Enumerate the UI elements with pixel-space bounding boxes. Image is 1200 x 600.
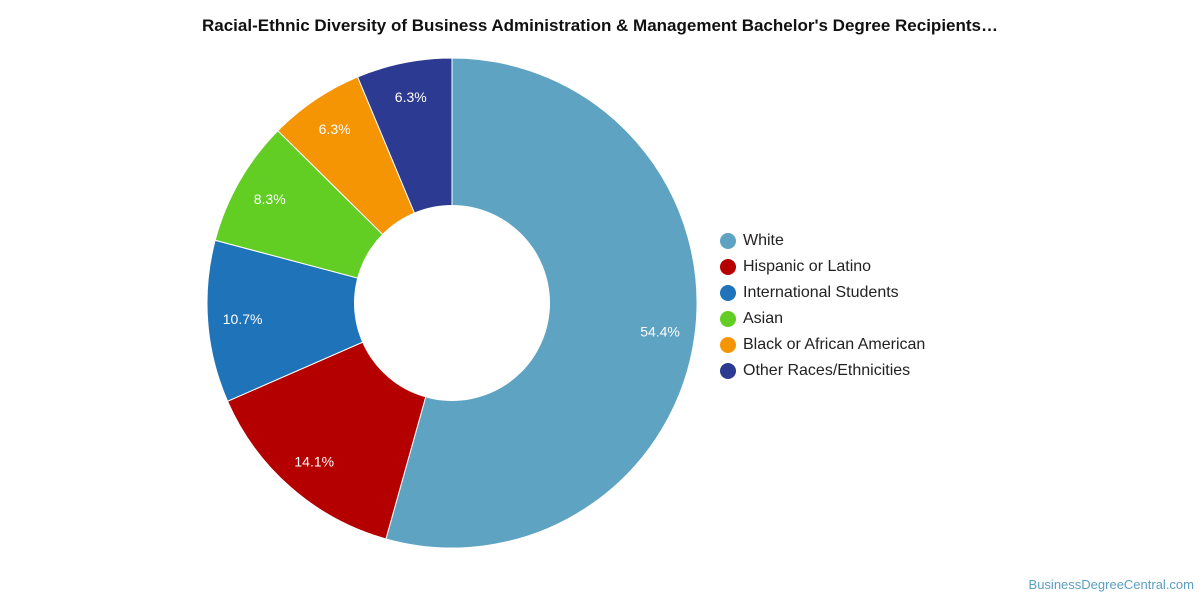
source-credit[interactable]: BusinessDegreeCentral.com (1028, 577, 1194, 592)
legend-item-hispanic-or-latino[interactable]: Hispanic or Latino (720, 254, 1020, 280)
legend-item-black-or-african-american[interactable]: Black or African American (720, 332, 1020, 358)
legend-item-other-races-ethnicities[interactable]: Other Races/Ethnicities (720, 358, 1020, 384)
legend-label: White (743, 232, 784, 249)
slice-value-label: 10.7% (223, 311, 263, 327)
legend-item-asian[interactable]: Asian (720, 306, 1020, 332)
legend-swatch (720, 337, 736, 353)
slice-value-label: 8.3% (254, 191, 286, 207)
slice-value-label: 14.1% (294, 453, 334, 469)
legend-label: Hispanic or Latino (743, 258, 872, 275)
legend-swatch (720, 285, 736, 301)
legend-label: Asian (743, 310, 784, 327)
slice-value-label: 6.3% (319, 121, 351, 137)
chart-title: Racial-Ethnic Diversity of Business Admi… (201, 16, 998, 35)
legend-label: International Students (743, 284, 899, 301)
slice-international-students[interactable] (206, 239, 454, 402)
slice-value-label: 6.3% (395, 89, 427, 105)
slice-labels: 54.4% 14.1% 10.7% 8.3% 6.3% 6.3% (223, 89, 680, 469)
legend-item-international-students[interactable]: International Students (720, 280, 1020, 306)
slice-value-label: 54.4% (640, 324, 680, 340)
legend-swatch (720, 233, 736, 249)
legend-label: Other Races/Ethnicities (743, 362, 911, 379)
legend-label: Black or African American (743, 336, 926, 353)
donut-hole (354, 205, 550, 401)
legend-item-white[interactable]: White (720, 228, 1020, 254)
legend-swatch (720, 311, 736, 327)
legend-swatch (720, 363, 736, 379)
legend-swatch (720, 259, 736, 275)
legend: White Hispanic or Latino International S… (720, 228, 1020, 384)
